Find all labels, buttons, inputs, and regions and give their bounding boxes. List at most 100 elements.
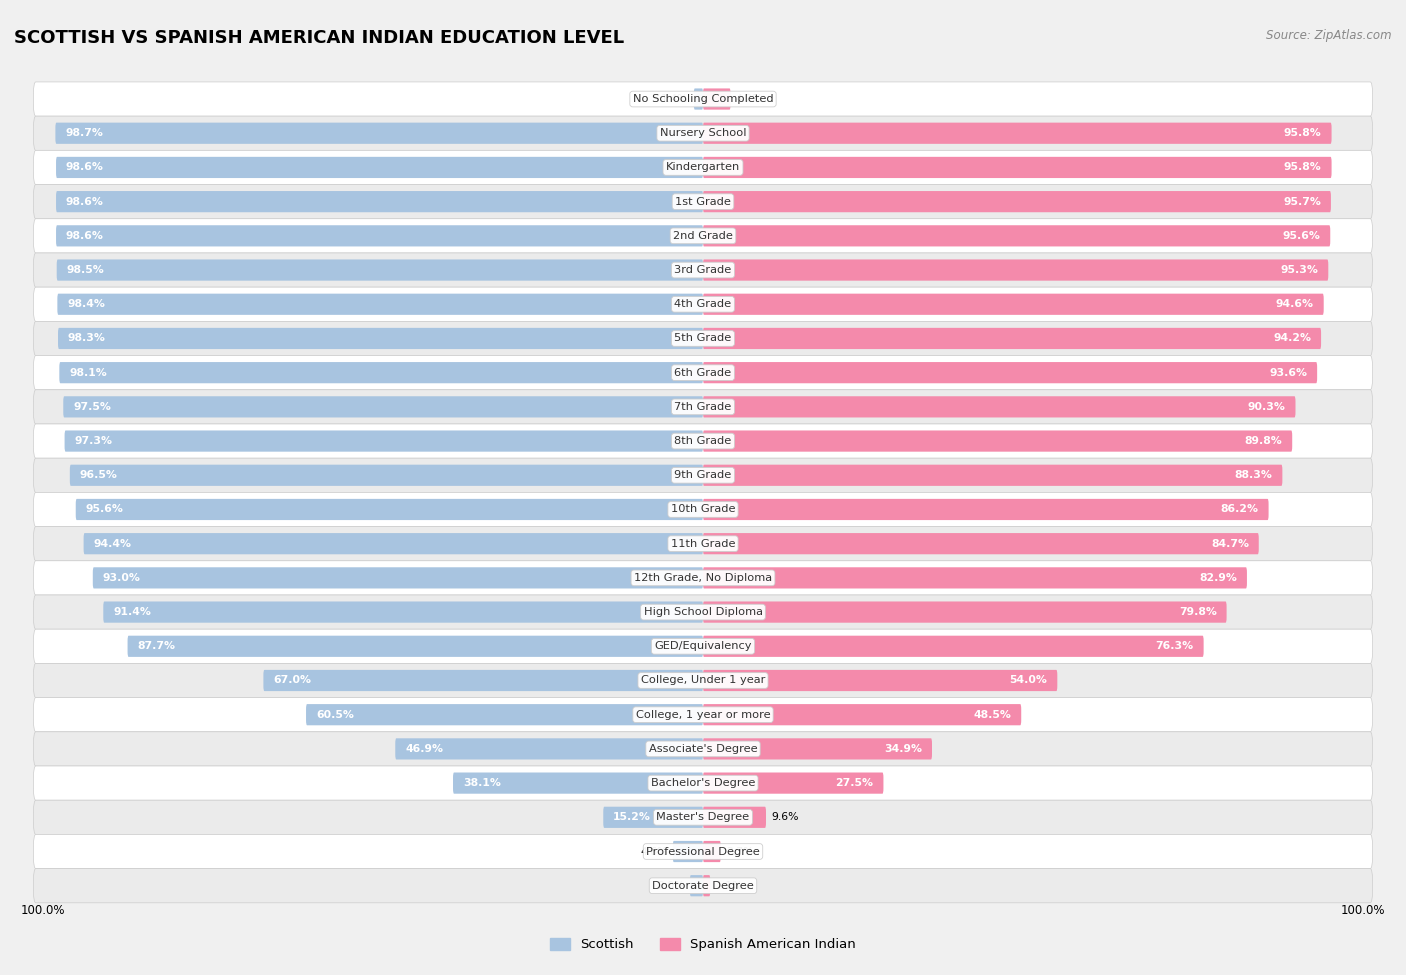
FancyBboxPatch shape (34, 526, 1372, 561)
Text: Kindergarten: Kindergarten (666, 163, 740, 173)
Text: 97.3%: 97.3% (75, 436, 112, 447)
FancyBboxPatch shape (56, 157, 703, 178)
Text: 11th Grade: 11th Grade (671, 538, 735, 549)
FancyBboxPatch shape (703, 293, 1323, 315)
Text: Nursery School: Nursery School (659, 129, 747, 138)
Text: 97.5%: 97.5% (73, 402, 111, 411)
Text: 46.9%: 46.9% (405, 744, 443, 754)
FancyBboxPatch shape (703, 840, 721, 862)
FancyBboxPatch shape (34, 253, 1372, 288)
FancyBboxPatch shape (603, 806, 703, 828)
Text: 67.0%: 67.0% (273, 676, 311, 685)
Text: 2.0%: 2.0% (657, 880, 685, 891)
Text: 1st Grade: 1st Grade (675, 197, 731, 207)
FancyBboxPatch shape (65, 431, 703, 451)
FancyBboxPatch shape (703, 772, 883, 794)
FancyBboxPatch shape (703, 533, 1258, 554)
FancyBboxPatch shape (453, 772, 703, 794)
Text: 95.7%: 95.7% (1284, 197, 1322, 207)
FancyBboxPatch shape (673, 840, 703, 862)
FancyBboxPatch shape (34, 766, 1372, 800)
FancyBboxPatch shape (34, 218, 1372, 253)
FancyBboxPatch shape (83, 533, 703, 554)
Text: 79.8%: 79.8% (1178, 607, 1216, 617)
Text: 100.0%: 100.0% (1341, 904, 1385, 916)
FancyBboxPatch shape (395, 738, 703, 760)
Text: Bachelor's Degree: Bachelor's Degree (651, 778, 755, 788)
FancyBboxPatch shape (703, 396, 1295, 417)
Text: 87.7%: 87.7% (138, 642, 176, 651)
Text: 76.3%: 76.3% (1156, 642, 1194, 651)
FancyBboxPatch shape (703, 704, 1021, 725)
Text: 100.0%: 100.0% (21, 904, 65, 916)
FancyBboxPatch shape (103, 602, 703, 623)
Text: 98.4%: 98.4% (67, 299, 105, 309)
FancyBboxPatch shape (703, 225, 1330, 247)
Text: 6th Grade: 6th Grade (675, 368, 731, 377)
FancyBboxPatch shape (703, 123, 1331, 144)
FancyBboxPatch shape (55, 123, 703, 144)
FancyBboxPatch shape (703, 806, 766, 828)
Text: 60.5%: 60.5% (316, 710, 354, 720)
Text: 54.0%: 54.0% (1010, 676, 1047, 685)
Text: 95.3%: 95.3% (1281, 265, 1319, 275)
Text: 90.3%: 90.3% (1247, 402, 1285, 411)
Text: 94.6%: 94.6% (1275, 299, 1313, 309)
FancyBboxPatch shape (34, 150, 1372, 184)
Text: 4th Grade: 4th Grade (675, 299, 731, 309)
Text: 15.2%: 15.2% (613, 812, 651, 822)
Text: 1.1%: 1.1% (716, 880, 742, 891)
Text: 12th Grade, No Diploma: 12th Grade, No Diploma (634, 573, 772, 583)
Text: 94.2%: 94.2% (1274, 333, 1312, 343)
FancyBboxPatch shape (34, 561, 1372, 595)
Text: 96.5%: 96.5% (80, 470, 118, 481)
Text: Source: ZipAtlas.com: Source: ZipAtlas.com (1267, 29, 1392, 42)
Text: 98.6%: 98.6% (66, 231, 104, 241)
Text: 98.7%: 98.7% (65, 129, 103, 138)
Text: College, Under 1 year: College, Under 1 year (641, 676, 765, 685)
FancyBboxPatch shape (59, 362, 703, 383)
Text: 5th Grade: 5th Grade (675, 333, 731, 343)
Text: 86.2%: 86.2% (1220, 504, 1258, 515)
FancyBboxPatch shape (703, 328, 1322, 349)
FancyBboxPatch shape (34, 732, 1372, 766)
FancyBboxPatch shape (703, 465, 1282, 486)
FancyBboxPatch shape (703, 602, 1226, 623)
Text: 93.0%: 93.0% (103, 573, 141, 583)
FancyBboxPatch shape (703, 499, 1268, 520)
Text: 48.5%: 48.5% (973, 710, 1011, 720)
FancyBboxPatch shape (703, 431, 1292, 451)
FancyBboxPatch shape (307, 704, 703, 725)
Text: 98.6%: 98.6% (66, 163, 104, 173)
Text: College, 1 year or more: College, 1 year or more (636, 710, 770, 720)
FancyBboxPatch shape (703, 89, 731, 109)
Text: 94.4%: 94.4% (93, 538, 131, 549)
Text: 2.7%: 2.7% (725, 846, 754, 856)
FancyBboxPatch shape (690, 876, 703, 896)
Text: Doctorate Degree: Doctorate Degree (652, 880, 754, 891)
Text: 98.6%: 98.6% (66, 197, 104, 207)
FancyBboxPatch shape (58, 293, 703, 315)
FancyBboxPatch shape (703, 567, 1247, 589)
FancyBboxPatch shape (34, 424, 1372, 458)
Text: 91.4%: 91.4% (112, 607, 150, 617)
Text: 98.1%: 98.1% (69, 368, 107, 377)
FancyBboxPatch shape (703, 738, 932, 760)
Text: 95.6%: 95.6% (1282, 231, 1320, 241)
FancyBboxPatch shape (34, 322, 1372, 356)
FancyBboxPatch shape (703, 876, 710, 896)
Text: 34.9%: 34.9% (884, 744, 922, 754)
FancyBboxPatch shape (693, 89, 703, 109)
Text: High School Diploma: High School Diploma (644, 607, 762, 617)
Text: 89.8%: 89.8% (1244, 436, 1282, 447)
FancyBboxPatch shape (56, 259, 703, 281)
FancyBboxPatch shape (58, 328, 703, 349)
Text: 84.7%: 84.7% (1211, 538, 1249, 549)
FancyBboxPatch shape (34, 663, 1372, 697)
Text: 95.8%: 95.8% (1284, 129, 1322, 138)
FancyBboxPatch shape (128, 636, 703, 657)
Text: 2nd Grade: 2nd Grade (673, 231, 733, 241)
FancyBboxPatch shape (34, 800, 1372, 835)
FancyBboxPatch shape (34, 82, 1372, 116)
FancyBboxPatch shape (34, 288, 1372, 322)
